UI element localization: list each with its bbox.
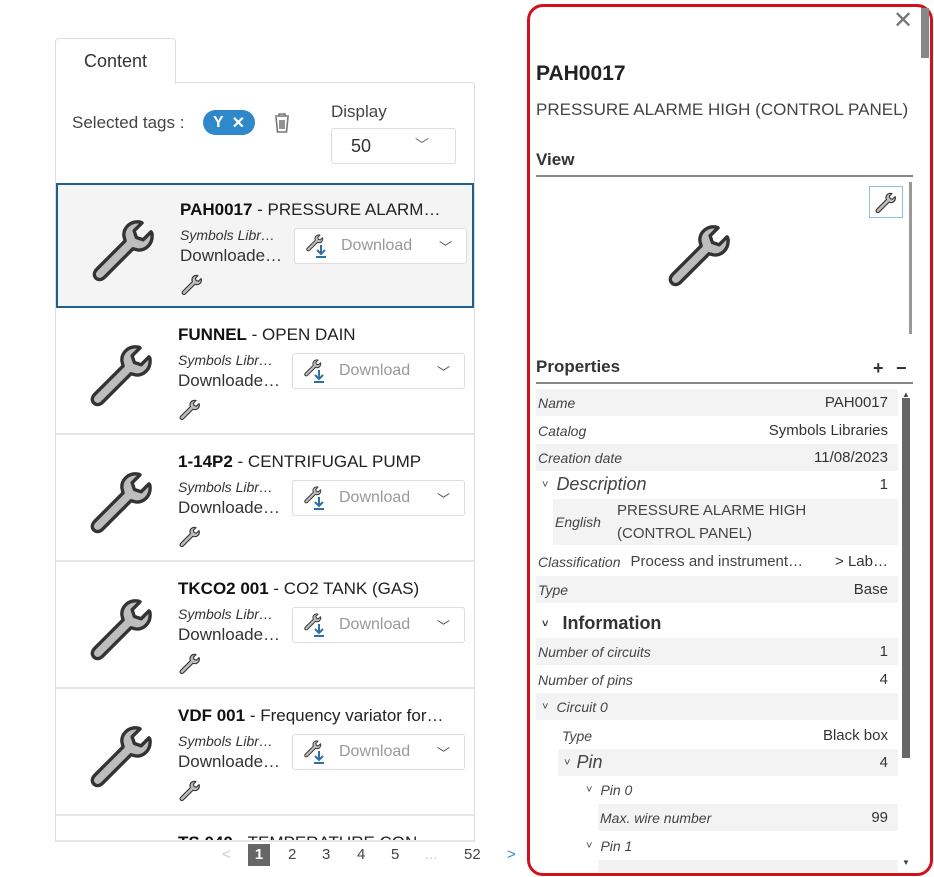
item-title: TKCO2 001 - CO2 TANK (GAS): [178, 579, 420, 598]
item-download-state: Downloade…: [178, 625, 281, 644]
list-item[interactable]: 1-14P2 - CENTRIFUGAL PUMP Symbols Libr… D…: [56, 437, 474, 562]
properties-scrollbar[interactable]: [902, 398, 910, 758]
item-download-state: Downloade…: [178, 371, 281, 390]
prop-type: Type Base: [536, 576, 898, 603]
display-select[interactable]: 50 ﹀: [331, 128, 456, 164]
detail-panel: [527, 4, 933, 876]
properties-header: Properties: [536, 357, 913, 384]
view-header: View: [536, 150, 913, 177]
wrench-small-icon: [178, 779, 202, 803]
chevron-down-icon[interactable]: ﹀: [436, 364, 450, 380]
download-wrench-icon: [304, 486, 324, 510]
prop-pin-1[interactable]: ˅ Pin 1: [586, 837, 633, 854]
prev-page-button[interactable]: <: [222, 846, 231, 863]
panel-scrollbar[interactable]: [921, 8, 929, 58]
wrench-small-icon: [180, 273, 204, 297]
wrench-icon: [86, 594, 158, 666]
list-item[interactable]: TS 040 - TEMPERATURE CON…: [56, 818, 474, 842]
wrench-icon: [88, 215, 160, 287]
download-wrench-icon: [306, 234, 326, 258]
download-button[interactable]: Download ﹀: [294, 228, 467, 264]
wrench-small-icon: [178, 398, 202, 422]
prop-catalog: Catalog Symbols Libraries: [538, 422, 888, 439]
prop-partial-row: [598, 860, 898, 872]
item-title: FUNNEL - OPEN DAIN: [178, 325, 356, 344]
antenna-icon: Y: [212, 113, 224, 131]
item-title: PAH0017 - PRESSURE ALARME HIGH (CONTROL …: [180, 200, 450, 219]
page-1[interactable]: 1: [248, 844, 270, 866]
detail-subtitle: PRESSURE ALARME HIGH (CONTROL PANEL): [536, 100, 909, 119]
wrench-icon: [874, 191, 898, 215]
page-2[interactable]: 2: [288, 846, 297, 863]
close-icon[interactable]: ✕: [893, 7, 914, 34]
wrench-icon: [86, 340, 158, 412]
prop-classification: Classification Process and instrument… > L…: [538, 553, 888, 570]
expand-all-button[interactable]: +: [873, 358, 884, 378]
item-download-state: Downloade…: [178, 498, 281, 517]
item-library: Symbols Libr…: [178, 479, 273, 495]
prop-description[interactable]: ˅ Description 1: [542, 474, 888, 494]
next-page-button[interactable]: >: [507, 846, 516, 863]
tab-content[interactable]: Content: [55, 38, 176, 84]
item-download-state: Downloade…: [180, 246, 283, 265]
page-4[interactable]: 4: [357, 846, 366, 863]
download-button[interactable]: Download ﹀: [292, 734, 465, 770]
display-value: 50: [351, 136, 372, 156]
tag-chip[interactable]: Y ✕: [203, 110, 255, 135]
item-library: Symbols Libr…: [178, 733, 273, 749]
item-title: 1-14P2 - CENTRIFUGAL PUMP: [178, 452, 422, 471]
selected-tags-label: Selected tags :: [72, 113, 185, 132]
scroll-up-icon[interactable]: ▲: [902, 390, 910, 399]
page-ellipsis: ...: [425, 846, 438, 863]
wrench-preview-icon: [664, 220, 736, 292]
download-wrench-icon: [304, 740, 324, 764]
chevron-down-icon[interactable]: ﹀: [436, 618, 450, 634]
prop-english: English PRESSURE ALARME HIGH (CONTROL PANE…: [553, 499, 898, 545]
item-title: TS 040 - TEMPERATURE CON…: [178, 833, 448, 840]
list-item[interactable]: VDF 001 - Frequency variator for motor Sy…: [56, 691, 474, 816]
view-scrollbar[interactable]: [909, 182, 912, 334]
wrench-small-icon: [178, 525, 202, 549]
page-5[interactable]: 5: [391, 846, 400, 863]
download-wrench-icon: [304, 613, 324, 637]
prop-number-of-circuits: Number of circuits 1: [536, 638, 898, 665]
download-button[interactable]: Download ﹀: [292, 480, 465, 516]
page-52[interactable]: 52: [464, 846, 481, 863]
prop-circuit-type: Type Black box: [562, 727, 888, 744]
prop-creation-date: Creation date 11/08/2023: [536, 444, 898, 471]
download-button[interactable]: Download ﹀: [292, 353, 465, 389]
wrench-icon: [86, 721, 158, 793]
prop-name: Name PAH0017: [536, 389, 898, 416]
wrench-small-icon: [178, 652, 202, 676]
chevron-down-icon[interactable]: ﹀: [436, 745, 450, 761]
list-item[interactable]: FUNNEL - OPEN DAIN Symbols Libr… Download…: [56, 310, 474, 435]
trash-icon[interactable]: [272, 111, 292, 135]
page-3[interactable]: 3: [322, 846, 331, 863]
wrench-icon: [86, 467, 158, 539]
item-library: Symbols Libr…: [178, 352, 273, 368]
prop-circuit-0[interactable]: ˅ Circuit 0: [536, 693, 898, 720]
remove-tag-icon[interactable]: ✕: [231, 114, 245, 132]
item-download-state: Downloade…: [178, 752, 281, 771]
collapse-all-button[interactable]: −: [896, 358, 907, 378]
chevron-down-icon[interactable]: ﹀: [438, 239, 452, 255]
prop-pin[interactable]: ˅ Pin 4: [558, 749, 898, 776]
item-library: Symbols Libr…: [178, 606, 273, 622]
chevron-down-icon: ﹀: [415, 137, 429, 153]
download-wrench-icon: [304, 359, 324, 383]
display-label: Display: [331, 102, 387, 121]
prop-max-wire-number: Max. wire number 99: [598, 804, 898, 831]
prop-pin-0[interactable]: ˅ Pin 0: [586, 781, 633, 798]
item-title: VDF 001 - Frequency variator for motor: [178, 706, 448, 725]
list-item[interactable]: TKCO2 001 - CO2 TANK (GAS) Symbols Libr… …: [56, 564, 474, 689]
chevron-down-icon[interactable]: ﹀: [436, 491, 450, 507]
item-library: Symbols Libr…: [180, 227, 275, 243]
list-item[interactable]: PAH0017 - PRESSURE ALARME HIGH (CONTROL …: [56, 183, 474, 308]
scroll-down-icon[interactable]: ▼: [902, 858, 910, 867]
detail-title: PAH0017: [536, 62, 626, 85]
section-information[interactable]: ˅ Information: [542, 613, 662, 633]
download-button[interactable]: Download ﹀: [292, 607, 465, 643]
prop-number-of-pins: Number of pins 4: [538, 671, 888, 688]
view-symbol-button[interactable]: [869, 186, 903, 218]
